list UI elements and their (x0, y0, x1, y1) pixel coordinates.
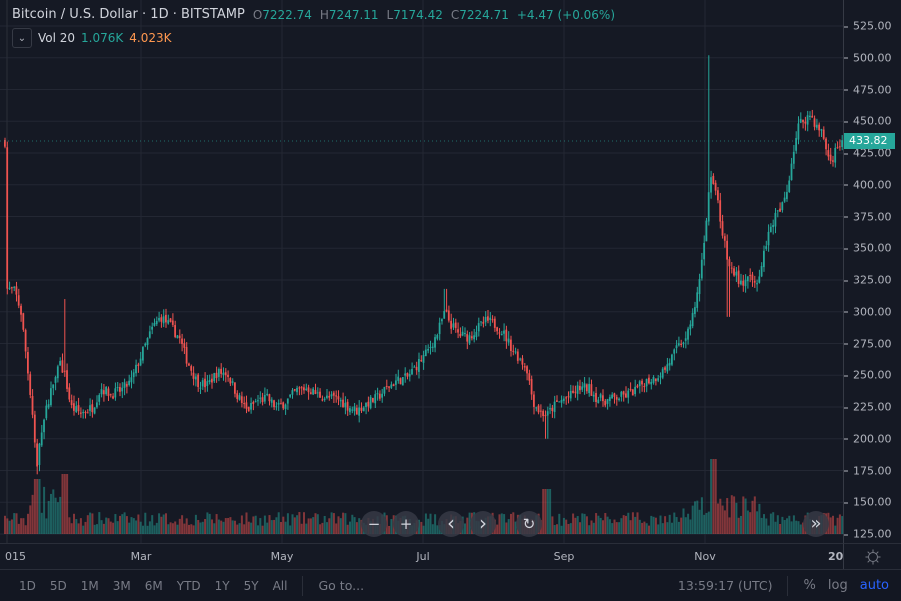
symbol-name[interactable]: Bitcoin / U.S. Dollar · 1D · BITSTAMP (12, 7, 245, 22)
auto-scale-toggle[interactable]: auto (859, 578, 889, 593)
divider (786, 575, 788, 596)
price-tick-label: 175.00 (844, 464, 892, 477)
chevron-down-icon[interactable]: ⌄ (12, 28, 32, 48)
price-tick-label: 350.00 (844, 241, 892, 255)
scroll-right-button[interactable]: › (470, 511, 496, 537)
ohlc-values: O7222.74 H7247.11 L7174.42 C7224.71 +4.4… (252, 7, 616, 22)
price-tick-label: 500.00 (844, 51, 892, 65)
gear-icon (865, 549, 881, 564)
range-button-5d[interactable]: 5D (49, 578, 67, 593)
range-button-5y[interactable]: 5Y (243, 578, 259, 593)
clock-utc[interactable]: 13:59:17 (UTC) (677, 578, 773, 593)
price-tick-label: 475.00 (844, 83, 892, 96)
time-tick-label: Mar (130, 550, 152, 563)
close-value: 7224.71 (459, 7, 509, 22)
open-value: 7222.74 (262, 7, 312, 22)
chart-settings-button[interactable] (843, 543, 901, 569)
candlestick-chart[interactable] (0, 0, 844, 543)
price-tick-label: 300.00 (844, 305, 892, 319)
zoom-in-button[interactable]: + (393, 511, 419, 537)
price-axis[interactable]: 525.00 500.00 475.00 450.00 425.00 400.00 375.… (843, 0, 901, 543)
reset-icon: ↻ (522, 515, 536, 533)
bottom-toolbar: 1D 5D 1M 3M 6M YTD 1Y 5Y All Go to... 13:59:17 (… (0, 569, 901, 601)
time-tick-label: 015 (5, 550, 26, 563)
time-tick-label: Jul (416, 550, 430, 563)
volume-value: 1.076K (81, 31, 124, 45)
price-tick-label: 375.00 (844, 210, 892, 223)
volume-legend: ⌄ Vol 20 1.076K 4.023K (12, 28, 172, 48)
time-tick-label: May (270, 550, 294, 563)
range-button-1m[interactable]: 1M (80, 578, 99, 593)
low-value: 7174.42 (393, 7, 443, 22)
price-tick-label: 275.00 (844, 337, 892, 350)
time-tick-label: Sep (553, 550, 575, 563)
log-scale-toggle[interactable]: log (827, 578, 848, 593)
price-tick-label: 125.00 (844, 527, 892, 541)
price-tick-label: 225.00 (844, 400, 892, 414)
go-to-realtime-button[interactable]: » (803, 511, 829, 537)
change-value: +4.47 (+0.06%) (516, 7, 616, 22)
time-tick-label: Nov (694, 550, 716, 563)
chart-pane[interactable]: Bitcoin / U.S. Dollar · 1D · BITSTAMP O7… (0, 0, 844, 543)
date-range-buttons: 1D 5D 1M 3M 6M YTD 1Y 5Y All (12, 579, 294, 593)
go-to-date-button[interactable]: Go to... (318, 578, 365, 593)
price-tick-label: 150.00 (844, 495, 892, 509)
price-tick-label: 425.00 (844, 146, 892, 160)
price-tick-label: 400.00 (844, 178, 892, 192)
chevron-left-icon: ‹ (447, 510, 455, 535)
high-value: 7247.11 (328, 7, 379, 22)
double-chevron-right-icon: » (810, 512, 822, 534)
range-button-1y[interactable]: 1Y (214, 578, 230, 593)
time-axis[interactable]: 015 Mar May Jul Sep Nov 20 (0, 543, 843, 569)
reset-chart-button[interactable]: ↻ (516, 511, 542, 537)
minus-icon: − (367, 515, 381, 533)
price-tick-label: 325.00 (844, 273, 892, 287)
percent-scale-toggle[interactable]: % (803, 578, 816, 593)
chevron-right-icon: › (479, 510, 487, 535)
price-tick-label: 200.00 (844, 432, 892, 446)
last-price-label: 433.82 (844, 133, 895, 149)
symbol-legend: Bitcoin / U.S. Dollar · 1D · BITSTAMP O7… (12, 7, 615, 22)
divider (302, 575, 304, 596)
price-tick-label: 525.00 (844, 19, 892, 33)
scroll-left-button[interactable]: ‹ (438, 511, 464, 537)
plus-icon: + (399, 515, 413, 533)
price-tick-label: 450.00 (844, 114, 892, 128)
volume-ma-value: 4.023K (129, 31, 172, 45)
time-tick-label: 20 (828, 550, 844, 563)
range-button-3m[interactable]: 3M (112, 578, 131, 593)
range-button-1d[interactable]: 1D (19, 578, 36, 593)
volume-label[interactable]: Vol 20 (38, 31, 76, 45)
range-button-all[interactable]: All (272, 578, 288, 593)
range-button-6m[interactable]: 6M (144, 578, 163, 593)
zoom-out-button[interactable]: − (361, 511, 387, 537)
range-button-ytd[interactable]: YTD (176, 578, 201, 593)
price-tick-label: 250.00 (844, 368, 892, 382)
